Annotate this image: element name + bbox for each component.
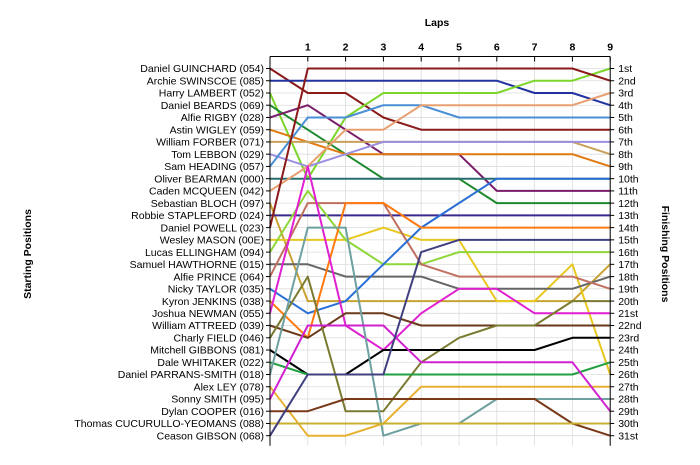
finish-label-16: 16th bbox=[618, 247, 639, 259]
series-line-14 bbox=[269, 67, 611, 228]
finish-label-1: 1st bbox=[618, 63, 632, 75]
start-label-10: Oliver BEARMAN (000) bbox=[154, 173, 264, 185]
start-label-12: Sebastian BLOCH (097) bbox=[151, 198, 264, 210]
finish-label-27: 27th bbox=[618, 381, 639, 393]
finish-label-22: 22nd bbox=[618, 320, 642, 332]
start-label-23: Charly FIELD (046) bbox=[174, 332, 264, 344]
series-line-16 bbox=[269, 189, 611, 266]
x-tick-label-4: 4 bbox=[418, 42, 424, 54]
x-tick-label-3: 3 bbox=[380, 42, 386, 54]
start-label-25: Dale WHITAKER (022) bbox=[157, 357, 264, 369]
series-line-15 bbox=[270, 226, 612, 375]
series-line-9 bbox=[269, 104, 611, 168]
x-tick-label-8: 8 bbox=[569, 42, 575, 54]
series-line-25 bbox=[269, 361, 611, 376]
series-line-31 bbox=[269, 238, 611, 437]
finish-label-19: 19th bbox=[618, 284, 639, 296]
finish-label-31: 31st bbox=[618, 430, 638, 442]
finish-label-3: 3rd bbox=[618, 88, 633, 100]
finish-label-8: 8th bbox=[618, 149, 633, 161]
series-line-19 bbox=[269, 177, 611, 315]
y-axis-title-left: Starting Positions bbox=[22, 209, 34, 299]
series-line-23 bbox=[269, 275, 611, 413]
start-label-27: Alex LEY (078) bbox=[194, 381, 264, 393]
start-label-29: Dylan COOPER (016) bbox=[161, 406, 264, 418]
start-label-24: Mitchell GIBBONS (081) bbox=[150, 345, 264, 357]
x-tick-labels: 1 2 3 4 5 6 7 8 9 bbox=[305, 42, 613, 54]
y-axis-title-right: Finishing Positions bbox=[659, 206, 671, 303]
start-label-22: William ATTREED (039) bbox=[152, 320, 264, 332]
start-label-16: Lucas ELLINGHAM (094) bbox=[145, 247, 264, 259]
start-label-15: Wesley MASON (00E) bbox=[160, 235, 264, 247]
series-line-11 bbox=[269, 92, 611, 192]
series-line-28 bbox=[269, 324, 611, 412]
x-tick-label-5: 5 bbox=[456, 42, 462, 54]
finish-label-21: 21st bbox=[618, 308, 638, 320]
start-label-18: Alfie PRINCE (064) bbox=[174, 271, 264, 283]
x-axis-title: Laps bbox=[425, 17, 450, 29]
finish-label-30: 30th bbox=[618, 418, 639, 430]
start-label-13: Robbie STAPLEFORD (024) bbox=[131, 210, 264, 222]
finish-label-5: 5th bbox=[618, 112, 633, 124]
finish-label-9: 9th bbox=[618, 161, 633, 173]
start-label-31: Ceason GIBSON (068) bbox=[157, 430, 264, 442]
finish-label-24: 24th bbox=[618, 345, 639, 357]
start-label-26: Daniel PARRANS-SMITH (018) bbox=[118, 369, 264, 381]
start-label-4: Daniel BEARDS (069) bbox=[161, 100, 264, 112]
series-line-27 bbox=[269, 385, 611, 437]
series-line-2 bbox=[270, 79, 611, 107]
finish-label-4: 4th bbox=[618, 100, 633, 112]
start-label-9: Sam HEADING (057) bbox=[164, 161, 264, 173]
series-line-18 bbox=[269, 202, 611, 290]
series-line-6 bbox=[269, 128, 611, 168]
finish-label-7: 7th bbox=[618, 137, 633, 149]
finish-label-29: 29th bbox=[618, 406, 639, 418]
start-label-19: Nicky TAYLOR (035) bbox=[168, 284, 264, 296]
start-label-30: Thomas CUCURULLO-YEOMANS (088) bbox=[74, 418, 264, 430]
start-label-7: William FORBER (071) bbox=[156, 137, 264, 149]
finish-label-20: 20th bbox=[618, 296, 639, 308]
series-line-20 bbox=[269, 202, 611, 339]
finish-label-25: 25th bbox=[618, 357, 639, 369]
start-label-6: Astin WIGLEY (059) bbox=[170, 124, 264, 136]
finish-label-2: 2nd bbox=[618, 75, 636, 87]
finish-label-14: 14th bbox=[618, 222, 639, 234]
series-line-29 bbox=[270, 398, 611, 437]
start-label-5: Alfie RIGBY (028) bbox=[181, 112, 264, 124]
start-label-28: Sonny SMITH (095) bbox=[171, 394, 264, 406]
start-label-14: Daniel POWELL (023) bbox=[161, 222, 265, 234]
x-tick-label-2: 2 bbox=[343, 42, 349, 54]
finish-label-10: 10th bbox=[618, 173, 639, 185]
x-tick-label-7: 7 bbox=[532, 42, 538, 54]
series-lines bbox=[269, 67, 612, 437]
x-tick-label-1: 1 bbox=[305, 42, 311, 54]
starting-position-labels: Daniel GUINCHARD (054)Archie SWINSCOE (0… bbox=[74, 63, 264, 442]
start-label-1: Daniel GUINCHARD (054) bbox=[140, 63, 264, 75]
start-label-3: Harry LAMBERT (052) bbox=[159, 88, 264, 100]
series-line-8 bbox=[269, 140, 611, 168]
finish-label-17: 17th bbox=[618, 259, 639, 271]
series-line-24 bbox=[269, 336, 611, 376]
x-tick-label-9: 9 bbox=[607, 42, 613, 54]
axes bbox=[266, 56, 615, 446]
finish-label-12: 12th bbox=[618, 198, 639, 210]
finish-label-18: 18th bbox=[618, 271, 639, 283]
start-label-21: Joshua NEWMAN (055) bbox=[152, 308, 264, 320]
finish-label-6: 6th bbox=[618, 124, 633, 136]
finish-label-13: 13th bbox=[618, 210, 639, 222]
series-line-1 bbox=[269, 67, 611, 131]
finishing-position-labels: 1st2nd3rd4th5th6th7th8th9th10th11th12th1… bbox=[618, 63, 642, 442]
finish-label-15: 15th bbox=[618, 235, 639, 247]
finish-label-11: 11th bbox=[618, 186, 638, 198]
finish-label-26: 26th bbox=[618, 369, 639, 381]
start-label-8: Tom LEBBON (029) bbox=[171, 149, 264, 161]
start-label-2: Archie SWINSCOE (085) bbox=[147, 75, 264, 87]
start-label-11: Caden MCQUEEN (042) bbox=[149, 186, 264, 198]
finish-label-28: 28th bbox=[618, 394, 639, 406]
finish-label-23: 23rd bbox=[618, 332, 639, 344]
x-tick-label-6: 6 bbox=[494, 42, 500, 54]
start-label-17: Samuel HAWTHORNE (015) bbox=[130, 259, 264, 271]
start-label-20: Kyron JENKINS (038) bbox=[162, 296, 264, 308]
